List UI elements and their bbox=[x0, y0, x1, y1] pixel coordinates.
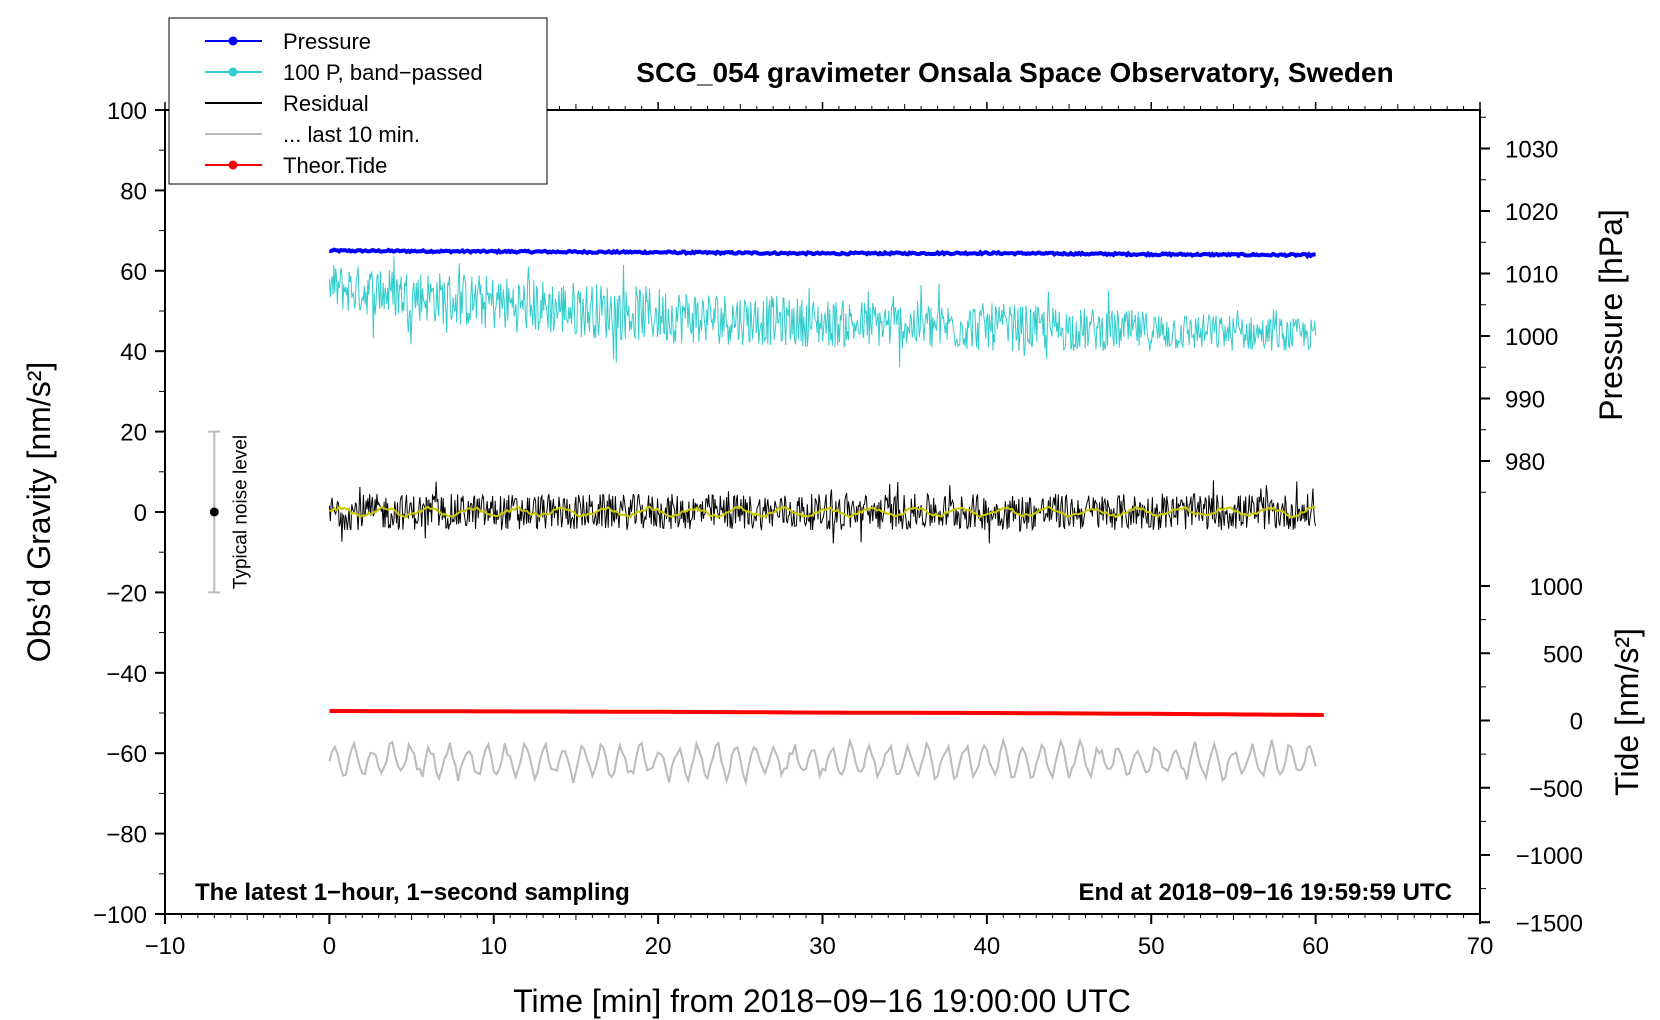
pressure-tick-label: 1030 bbox=[1505, 137, 1558, 164]
legend-label: ... last 10 min. bbox=[283, 122, 420, 147]
noise-level-indicator: Typical noise level bbox=[208, 430, 251, 594]
y-tick-label-left: −40 bbox=[106, 661, 147, 688]
pressure-tick-label: 1010 bbox=[1505, 262, 1558, 289]
x-axis-title: Time [min] from 2018−09−16 19:00:00 UTC bbox=[513, 983, 1131, 1019]
series-line bbox=[328, 256, 1317, 368]
legend-swatch-marker bbox=[228, 160, 238, 170]
y-tick-label-left: −100 bbox=[93, 902, 147, 929]
noise-center-dot bbox=[209, 507, 219, 517]
y-tick-label-left: 40 bbox=[120, 339, 147, 366]
series-line bbox=[329, 709, 1324, 717]
note-end-time: End at 2018−09−16 19:59:59 UTC bbox=[1078, 879, 1452, 906]
residual-smoothed-line bbox=[329, 505, 1316, 519]
y-axis-title-tide: Tide [nm/s²] bbox=[1609, 628, 1645, 796]
tide-tick-label: −1000 bbox=[1516, 843, 1583, 870]
y-tick-label-left: 0 bbox=[134, 500, 147, 527]
chart-title: SCG_054 gravimeter Onsala Space Observat… bbox=[636, 57, 1393, 88]
y-tick-label-left: 60 bbox=[120, 259, 147, 286]
y-axis-title-left: Obs’d Gravity [nm/s²] bbox=[21, 362, 57, 663]
tide-tick-label: −500 bbox=[1529, 776, 1583, 803]
pressure-tick-label: 990 bbox=[1505, 387, 1545, 414]
x-tick-label: 70 bbox=[1467, 933, 1494, 960]
tide-tick-label: 500 bbox=[1543, 641, 1583, 668]
y-axis-title-pressure: Pressure [hPa] bbox=[1593, 209, 1629, 421]
x-tick-label: 10 bbox=[480, 933, 507, 960]
legend-swatch-marker bbox=[228, 36, 238, 46]
legend-label: 100 P, band−passed bbox=[283, 60, 483, 85]
series-line bbox=[328, 480, 1317, 544]
noise-label: Typical noise level bbox=[230, 435, 251, 589]
legend-label: Theor.Tide bbox=[283, 153, 387, 178]
y-tick-label-left: 80 bbox=[120, 178, 147, 205]
tide-tick-label: 1000 bbox=[1530, 574, 1583, 601]
pressure-tick-label: 1020 bbox=[1505, 199, 1558, 226]
series-layer bbox=[328, 247, 1324, 787]
legend-swatch-marker bbox=[228, 67, 238, 77]
x-tick-label: 30 bbox=[809, 933, 836, 960]
tide-tick-label: −1500 bbox=[1516, 910, 1583, 937]
y-tick-label-left: −60 bbox=[106, 741, 147, 768]
y-tick-label-left: 20 bbox=[120, 420, 147, 447]
axis-ticks: −10 0 10 20 30 40 50 60 70100806040200−20−40−60−… bbox=[93, 98, 1583, 960]
x-tick-label: 40 bbox=[974, 933, 1001, 960]
note-latest-hour: The latest 1−hour, 1−second sampling bbox=[195, 879, 630, 906]
x-tick-label: 60 bbox=[1302, 933, 1329, 960]
x-tick-label: −10 bbox=[145, 933, 186, 960]
y-tick-label-left: −80 bbox=[106, 822, 147, 849]
legend: Pressure 100 P, band−passed Residual ... la… bbox=[168, 17, 548, 185]
legend-label: Pressure bbox=[283, 29, 371, 54]
x-tick-label: 20 bbox=[645, 933, 672, 960]
legend-box bbox=[168, 17, 548, 185]
pressure-tick-label: 1000 bbox=[1505, 324, 1558, 351]
y-tick-label-left: −20 bbox=[106, 580, 147, 607]
y-tick-label-left: 100 bbox=[107, 98, 147, 125]
series-line bbox=[328, 247, 1316, 260]
x-tick-label: 50 bbox=[1138, 933, 1165, 960]
pressure-tick-label: 980 bbox=[1505, 449, 1545, 476]
tide-tick-label: 0 bbox=[1570, 709, 1583, 736]
legend-label: Residual bbox=[283, 91, 369, 116]
x-tick-label: 0 bbox=[323, 933, 336, 960]
series-line bbox=[328, 736, 1317, 787]
